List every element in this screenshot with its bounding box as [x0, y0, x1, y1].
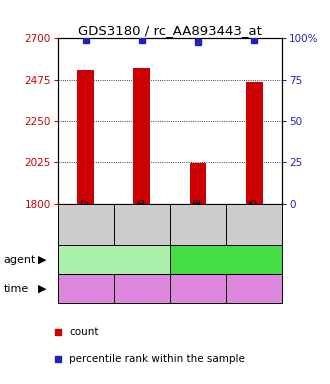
- Text: 24 h: 24 h: [242, 284, 267, 294]
- Text: count: count: [69, 327, 99, 337]
- Text: 6 h: 6 h: [189, 284, 207, 294]
- Text: 24 h: 24 h: [129, 284, 154, 294]
- Title: GDS3180 / rc_AA893443_at: GDS3180 / rc_AA893443_at: [78, 24, 262, 37]
- Text: GSM230895: GSM230895: [249, 197, 259, 252]
- Text: ▶: ▶: [38, 284, 47, 294]
- Bar: [133, 68, 150, 204]
- Text: GSM230898: GSM230898: [193, 197, 203, 252]
- Bar: [246, 81, 263, 204]
- Text: ▶: ▶: [38, 255, 47, 265]
- Text: estradiol: estradiol: [202, 255, 250, 265]
- Text: control: control: [94, 255, 133, 265]
- Text: GSM230896: GSM230896: [137, 197, 147, 252]
- Text: time: time: [3, 284, 29, 294]
- Bar: [77, 70, 94, 204]
- Bar: [189, 163, 206, 204]
- Text: agent: agent: [3, 255, 36, 265]
- Text: 6 h: 6 h: [77, 284, 95, 294]
- Text: GSM230897: GSM230897: [81, 197, 90, 252]
- Text: percentile rank within the sample: percentile rank within the sample: [69, 354, 245, 364]
